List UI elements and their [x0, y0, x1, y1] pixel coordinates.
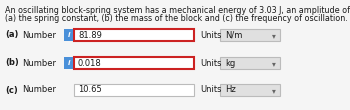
Text: (a) the spring constant, (b) the mass of the block and (c) the frequency of osci: (a) the spring constant, (b) the mass of…	[5, 14, 348, 23]
Text: N/m: N/m	[225, 30, 242, 39]
FancyBboxPatch shape	[220, 57, 280, 69]
Text: i: i	[67, 32, 70, 38]
FancyBboxPatch shape	[74, 57, 194, 69]
Text: ▾: ▾	[272, 31, 276, 40]
Text: kg: kg	[225, 59, 235, 68]
FancyBboxPatch shape	[64, 29, 73, 41]
Text: ▾: ▾	[272, 60, 276, 69]
Text: (c): (c)	[5, 85, 18, 94]
Text: (b): (b)	[5, 59, 19, 68]
Text: 10.65: 10.65	[78, 85, 102, 94]
Text: 81.89: 81.89	[78, 30, 102, 39]
Text: Number: Number	[22, 59, 56, 68]
Text: (a): (a)	[5, 30, 18, 39]
Text: Number: Number	[22, 85, 56, 94]
Text: An oscillating block-spring system has a mechanical energy of 3.03 J, an amplitu: An oscillating block-spring system has a…	[5, 6, 350, 15]
Text: Units: Units	[200, 30, 222, 39]
Text: Units: Units	[200, 59, 222, 68]
FancyBboxPatch shape	[220, 29, 280, 41]
FancyBboxPatch shape	[74, 29, 194, 41]
FancyBboxPatch shape	[64, 57, 73, 69]
FancyBboxPatch shape	[220, 84, 280, 96]
FancyBboxPatch shape	[74, 84, 194, 96]
Text: Number: Number	[22, 30, 56, 39]
Text: i: i	[67, 60, 70, 66]
Text: 0.018: 0.018	[78, 59, 102, 68]
Text: ▾: ▾	[272, 86, 276, 95]
Text: Units: Units	[200, 85, 222, 94]
Text: Hz: Hz	[225, 85, 236, 94]
